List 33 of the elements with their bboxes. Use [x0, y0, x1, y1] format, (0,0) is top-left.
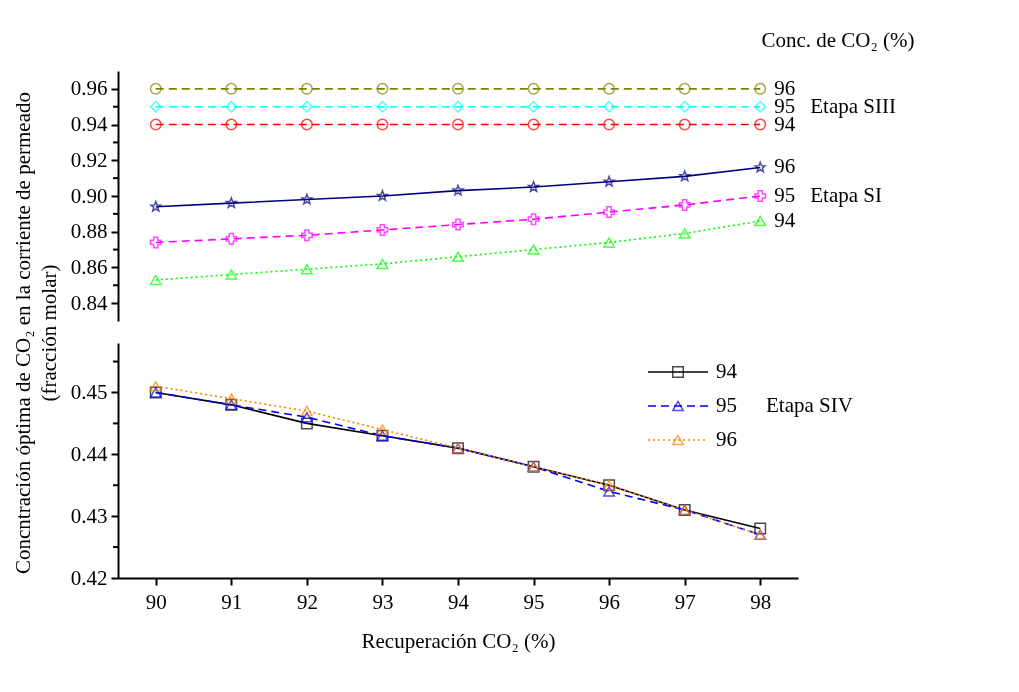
- x-tick-label: 93: [372, 589, 394, 614]
- y-tick-label: 0.44: [70, 441, 108, 466]
- y-tick-label: 0.94: [70, 112, 108, 137]
- series-label: 95: [774, 183, 796, 207]
- text: Etapa SIII: [810, 93, 896, 118]
- series-label: 96: [774, 75, 796, 100]
- legend-label: 95: [716, 393, 737, 417]
- y-axis-title: Concntración óptima de CO₂ en la corriente de permeado (fracción molar): [10, 91, 63, 576]
- y-tick-label: 0.88: [70, 219, 108, 244]
- x-tick-label: 90: [145, 589, 167, 614]
- y-tick-label: 0.86: [70, 254, 108, 279]
- y-tick-label: 0.96: [70, 76, 108, 101]
- legend-label: 94: [716, 359, 738, 383]
- x-tick-label: 91: [221, 589, 243, 614]
- y-tick-label: 0.84: [70, 290, 108, 315]
- x-tick-label: 96: [599, 589, 621, 614]
- x-tick-label: 94: [448, 589, 470, 614]
- y-tick-label: 0.42: [70, 565, 108, 590]
- y-tick-label: 0.45: [70, 379, 108, 404]
- series-label: 96: [774, 154, 796, 179]
- series-label: 94: [774, 208, 796, 232]
- legend-label: 96: [716, 427, 737, 451]
- x-tick-label: 95: [523, 589, 545, 614]
- x-axis-title: Recuperación CO₂ (%): [361, 628, 556, 653]
- text: Etapa SI: [810, 183, 882, 207]
- legend-title: Conc. de CO₂ (%): [761, 28, 915, 52]
- x-tick-label: 92: [296, 589, 318, 614]
- x-tick-label: 98: [750, 589, 772, 614]
- y-tick-label: 0.43: [70, 503, 108, 528]
- y-tick-label: 0.92: [70, 147, 108, 172]
- annotation: Etapa SIV: [766, 393, 853, 417]
- x-tick-label: 97: [674, 589, 696, 614]
- y-tick-label: 0.90: [70, 183, 108, 208]
